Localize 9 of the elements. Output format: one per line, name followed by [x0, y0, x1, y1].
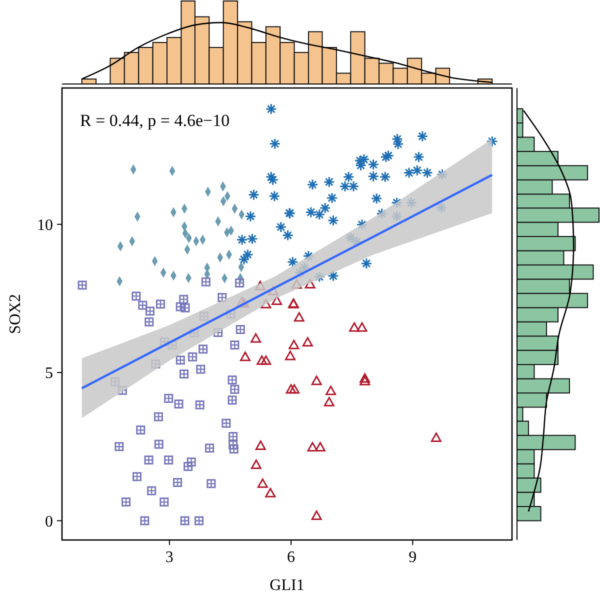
- y-axis-title: SOX2: [7, 294, 24, 334]
- y-tick-label: 0: [45, 513, 53, 530]
- x-axis-title: GLI1: [270, 577, 304, 594]
- y-tick-label: 10: [37, 216, 53, 234]
- annotation: R = 0.44, p = 4.6e−10: [80, 111, 230, 130]
- x-tick-label: 6: [287, 549, 296, 566]
- x-tick-label: 3: [165, 549, 174, 566]
- y-tick-label: 5: [45, 365, 53, 382]
- x-tick-label: 9: [408, 549, 417, 566]
